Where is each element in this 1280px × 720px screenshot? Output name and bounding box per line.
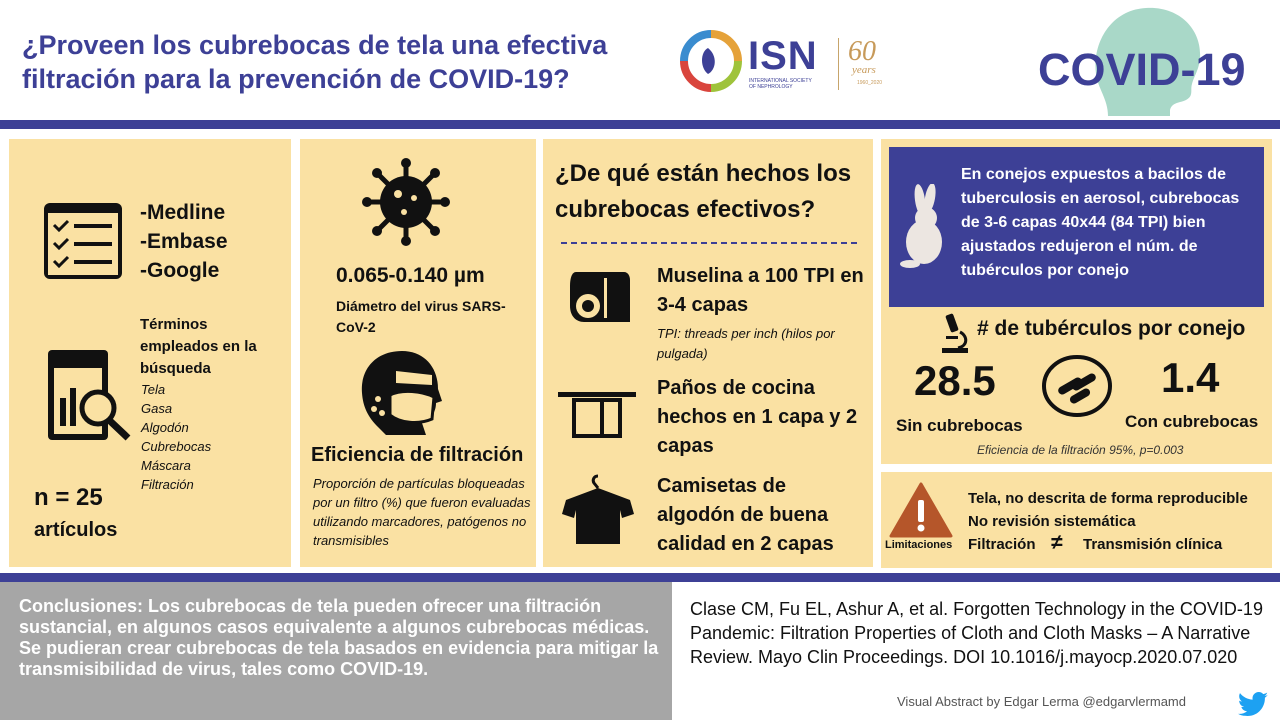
without-mask-label: Sin cubrebocas <box>896 416 1023 435</box>
bottom-divider-band <box>0 573 1280 582</box>
towel-icon <box>558 388 636 440</box>
anniversary-word: years <box>852 64 876 76</box>
efficiency-note: Eficiencia de la filtración 95%, p=0.003 <box>977 443 1184 457</box>
rabbit-study-text: En conejos expuestos a bacilos de tuberc… <box>961 166 1240 279</box>
materials-heading: ¿De qué están hechos los cubrebocas efec… <box>555 160 852 223</box>
warning-icon <box>889 482 953 538</box>
term-item: Tela <box>141 382 166 397</box>
efficiency-description: Proporción de partículas bloqueadas por … <box>313 476 531 548</box>
database-list: -Medline -Embase -Google <box>140 198 228 285</box>
isn-logo-subtitle: INTERNATIONAL SOCIETY OF NEPHROLOGY <box>749 78 812 90</box>
anniversary-range: 1960_2020 <box>857 80 883 86</box>
fabric-roll-icon <box>566 266 632 326</box>
terms-list: Tela Gasa Algodón Cubrebocas Máscara Fil… <box>141 380 211 494</box>
isn-logo-icon <box>678 30 744 92</box>
not-equal-symbol: ≠ <box>1051 531 1063 554</box>
term-item: Gasa <box>141 401 173 416</box>
logo-divider <box>838 38 839 90</box>
efficiency-heading: Eficiencia de filtración <box>311 444 524 466</box>
virus-icon <box>362 158 450 246</box>
limitation-item: No revisión sistemática <box>968 513 1136 530</box>
page-title: ¿Proveen los cubrebocas de tela una efec… <box>22 30 608 94</box>
database-item: -Embase <box>140 230 228 253</box>
without-mask-value: 28.5 <box>914 357 996 404</box>
conclusion-text: Conclusiones: Los cubrebocas de tela pue… <box>19 596 659 679</box>
twitter-icon[interactable] <box>1238 692 1268 716</box>
database-item: -Google <box>140 259 220 282</box>
top-divider-band <box>0 120 1280 129</box>
material-item: Camisetas de algodón de buena calidad en… <box>657 475 834 555</box>
dashed-divider <box>561 242 857 244</box>
document-search-icon <box>46 348 132 444</box>
covid-title: COVID-19 <box>1038 44 1246 95</box>
checklist-icon <box>44 203 122 279</box>
microscope-icon <box>940 312 970 354</box>
with-mask-label: Con cubrebocas <box>1125 412 1259 431</box>
clinical-transmission-label: Transmisión clínica <box>1083 536 1223 553</box>
face-mask-icon <box>356 347 446 437</box>
tpi-note: TPI: threads per inch (hilos por pulgada… <box>657 326 835 361</box>
virus-size-description: Diámetro del virus SARS-CoV-2 <box>336 298 506 335</box>
term-item: Algodón <box>141 420 189 435</box>
reference-citation: Clase CM, Fu EL, Ashur A, et al. Forgott… <box>690 599 1263 667</box>
term-item: Máscara <box>141 458 191 473</box>
article-count-unit: artículos <box>34 519 118 541</box>
isn-logo-text: ISN <box>748 34 818 78</box>
conclusion-box <box>0 582 672 720</box>
limitations-panel <box>881 472 1272 568</box>
tubercle-heading: # de tubérculos por conejo <box>977 317 1246 340</box>
tshirt-icon <box>560 474 636 546</box>
virus-size: 0.065-0.140 µm <box>336 264 485 287</box>
rabbit-icon <box>898 184 956 268</box>
anniversary-number: 60 <box>848 36 876 67</box>
term-item: Filtración <box>141 477 194 492</box>
bacteria-icon <box>1041 354 1113 418</box>
head-silhouette-icon <box>1068 4 1208 116</box>
limitation-item: Tela, no descrita de forma reproducible <box>968 490 1248 507</box>
terms-heading: Términos empleados en la búsqueda <box>140 316 257 377</box>
material-item: Muselina a 100 TPI en 3-4 capas <box>657 265 864 316</box>
material-item: Paños de cocina hechos en 1 capa y 2 cap… <box>657 377 858 457</box>
with-mask-value: 1.4 <box>1161 354 1220 401</box>
footer-credit: Visual Abstract by Edgar Lerma @edgarvle… <box>897 694 1186 709</box>
filtration-label: Filtración <box>968 536 1036 553</box>
limitations-label: Limitaciones <box>885 539 953 551</box>
database-item: -Medline <box>140 201 226 224</box>
term-item: Cubrebocas <box>141 439 212 454</box>
rabbit-study-box <box>889 147 1264 307</box>
article-count: n = 25 <box>34 484 103 511</box>
